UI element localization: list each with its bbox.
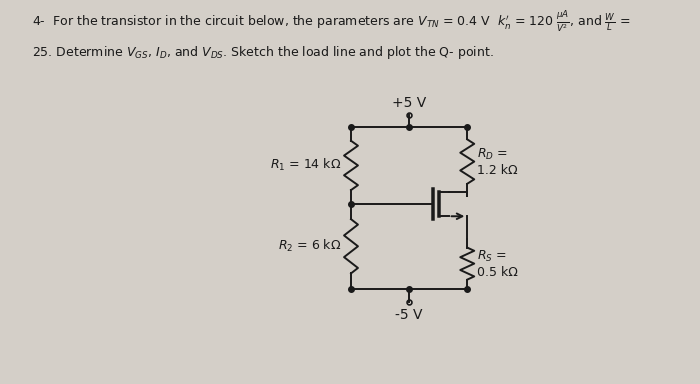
Text: $R_1$ = 14 kΩ: $R_1$ = 14 kΩ	[270, 157, 342, 174]
Text: $R_2$ = 6 kΩ: $R_2$ = 6 kΩ	[279, 238, 342, 254]
Text: +5 V: +5 V	[392, 96, 426, 110]
Text: 4-  For the transistor in the circuit below, the parameters are $V_{TN}$ = 0.4 V: 4- For the transistor in the circuit bel…	[32, 10, 630, 35]
Text: $R_D$ =
1.2 kΩ: $R_D$ = 1.2 kΩ	[477, 147, 518, 177]
Text: $R_S$ =
0.5 kΩ: $R_S$ = 0.5 kΩ	[477, 248, 518, 279]
Text: 25. Determine $V_{GS}$, $I_D$, and $V_{DS}$. Sketch the load line and plot the Q: 25. Determine $V_{GS}$, $I_D$, and $V_{D…	[32, 44, 493, 61]
Text: -5 V: -5 V	[395, 308, 423, 322]
